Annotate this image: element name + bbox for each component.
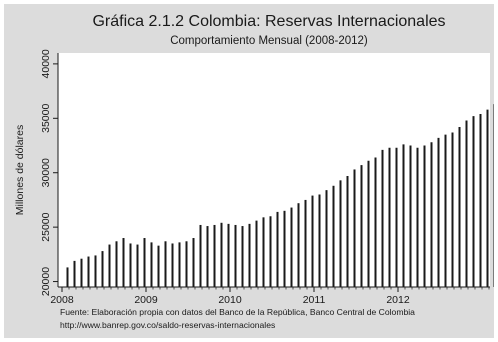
- y-axis-ticks: 20000 25000 30000 35000 40000: [40, 49, 58, 296]
- chart-figure: Gráfica 2.1.2 Colombia: Reservas Interna…: [4, 4, 494, 338]
- y-tick-label: 25000: [40, 212, 52, 241]
- x-axis-ticks: 2008 2009 2010 2011 2012: [50, 287, 490, 306]
- source-note: Fuente: Elaboración propia con datos del…: [60, 306, 415, 332]
- x-tick-label: 2009: [134, 294, 158, 306]
- y-tick-label: 20000: [40, 267, 52, 296]
- x-tick-label: 2010: [218, 294, 242, 306]
- chart-title: Gráfica 2.1.2 Colombia: Reservas Interna…: [92, 13, 446, 30]
- y-tick-label: 35000: [40, 104, 52, 133]
- source-url: http://www.banrep.gov.co/saldo-reservas-…: [60, 320, 276, 330]
- y-axis-label: Millones de dólares: [14, 125, 26, 215]
- x-tick-label: 2011: [303, 294, 326, 306]
- chart-subtitle: Comportamiento Mensual (2008-2012): [170, 35, 368, 47]
- x-tick-label: 2008: [50, 294, 74, 306]
- source-text: Fuente: Elaboración propia con datos del…: [60, 307, 415, 317]
- y-tick-label: 30000: [40, 158, 52, 187]
- y-tick-label: 40000: [40, 49, 52, 78]
- x-tick-label: 2012: [386, 294, 410, 306]
- bar-series: [66, 104, 494, 287]
